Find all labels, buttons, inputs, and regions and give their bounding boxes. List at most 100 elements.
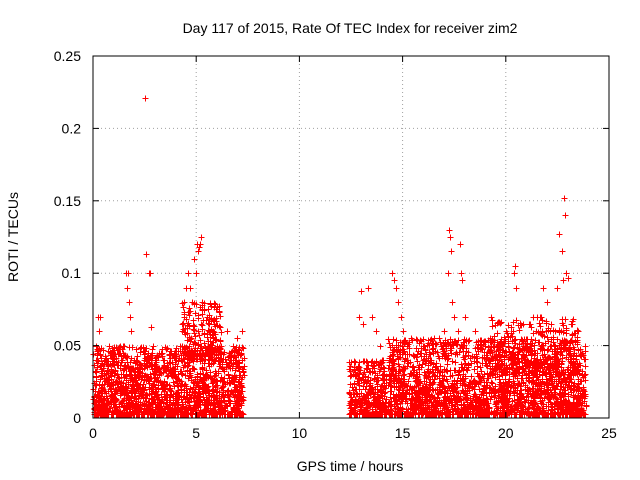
data-point — [98, 393, 105, 400]
y-tick-label: 0.1 — [62, 265, 82, 281]
data-point — [163, 368, 170, 375]
data-point — [160, 400, 167, 407]
data-point — [208, 375, 215, 382]
data-point — [124, 353, 131, 360]
data-point — [239, 328, 246, 335]
data-point — [96, 406, 103, 413]
data-point — [97, 376, 104, 383]
data-point — [377, 343, 384, 350]
data-point — [204, 373, 211, 380]
data-point — [199, 326, 206, 333]
data-point — [125, 394, 132, 401]
data-point — [117, 380, 124, 387]
data-point — [561, 195, 568, 202]
data-point — [238, 380, 245, 387]
data-point — [562, 316, 569, 323]
data-point — [196, 352, 203, 359]
data-point — [144, 374, 151, 381]
data-point — [205, 383, 212, 390]
data-point — [164, 406, 171, 413]
data-point — [210, 386, 217, 393]
data-point — [186, 373, 193, 380]
data-point — [201, 377, 208, 384]
data-point — [544, 299, 551, 306]
y-tick-label: 0.05 — [54, 338, 81, 354]
data-point — [356, 359, 363, 366]
data-point — [134, 404, 141, 411]
data-point — [94, 364, 101, 371]
data-point — [534, 314, 541, 321]
data-point — [200, 317, 207, 324]
data-point — [228, 409, 235, 416]
data-point — [190, 365, 197, 372]
data-point — [116, 344, 123, 351]
data-point — [194, 403, 201, 410]
data-point — [158, 391, 165, 398]
data-point — [118, 390, 125, 397]
data-point — [389, 270, 396, 277]
data-point — [111, 356, 118, 363]
data-point — [127, 359, 134, 366]
data-point — [559, 248, 566, 255]
data-point — [472, 328, 479, 335]
data-point — [214, 411, 221, 418]
data-point — [417, 337, 424, 344]
data-point — [98, 355, 105, 362]
data-point — [116, 401, 123, 408]
data-points — [90, 95, 590, 418]
data-point — [446, 227, 453, 234]
data-point — [199, 364, 206, 371]
data-point — [203, 367, 210, 374]
data-point — [126, 411, 133, 418]
data-point — [195, 248, 202, 255]
data-point — [241, 355, 248, 362]
data-point — [216, 400, 223, 407]
data-point — [217, 313, 224, 320]
y-axis-label: ROTI / TECUs — [5, 192, 21, 282]
data-point — [441, 328, 448, 335]
data-point — [213, 355, 220, 362]
data-point — [219, 405, 226, 412]
data-point — [177, 368, 184, 375]
data-point — [166, 394, 173, 401]
data-point — [99, 368, 106, 375]
data-point — [93, 411, 100, 418]
data-point — [159, 380, 166, 387]
data-point — [356, 314, 363, 321]
data-point — [121, 352, 128, 359]
data-point — [192, 376, 199, 383]
data-point — [102, 411, 109, 418]
data-point — [582, 343, 589, 350]
data-point — [200, 376, 207, 383]
data-point — [449, 299, 456, 306]
data-point — [99, 381, 106, 388]
data-point — [159, 396, 166, 403]
data-point — [211, 407, 218, 414]
data-point — [569, 321, 576, 328]
data-point — [120, 411, 127, 418]
data-point — [108, 376, 115, 383]
data-point — [171, 410, 178, 417]
data-point — [138, 362, 145, 369]
data-point — [124, 405, 131, 412]
data-point — [120, 404, 127, 411]
data-point — [191, 256, 198, 263]
data-point — [174, 396, 181, 403]
data-point — [143, 251, 150, 258]
y-tick-label: 0.2 — [62, 120, 82, 136]
data-point — [119, 384, 126, 391]
data-point — [128, 388, 135, 395]
data-point — [225, 372, 232, 379]
data-point — [206, 388, 213, 395]
data-point — [141, 348, 148, 355]
data-point — [536, 320, 543, 327]
data-point — [128, 328, 135, 335]
data-point — [125, 402, 132, 409]
data-point — [226, 362, 233, 369]
data-point — [113, 409, 120, 416]
data-point — [161, 357, 168, 364]
data-point — [168, 348, 175, 355]
x-tick-label: 25 — [601, 425, 617, 441]
data-point — [393, 285, 400, 292]
data-point — [162, 344, 169, 351]
